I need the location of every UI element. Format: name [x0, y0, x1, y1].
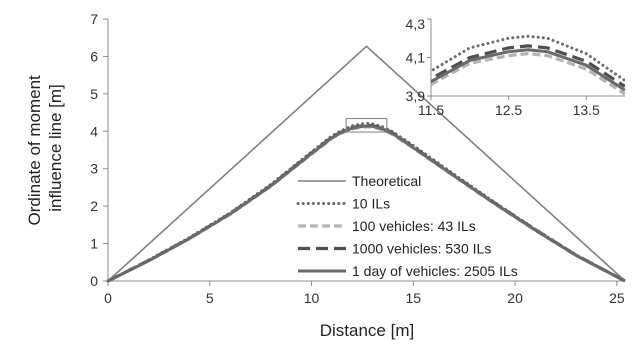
zoom-region-box [345, 118, 388, 133]
main-plot: 0 1 2 3 4 5 6 7 0 5 10 15 20 25 [90, 11, 627, 306]
inset-series-line-2 [431, 52, 625, 96]
y-tick-label: 0 [90, 273, 98, 289]
inset-y-tick-label: 4,1 [406, 50, 426, 66]
y-tick-label: 1 [90, 236, 98, 252]
x-tick-label: 10 [304, 290, 320, 306]
x-tick-label: 0 [104, 290, 112, 306]
y-tick-label: 7 [90, 11, 98, 27]
inset-series-line-3 [431, 44, 625, 88]
inset-plot: 3,9 4,1 4,3 11.5 12.5 13.5 [406, 16, 625, 118]
inset-series-group [431, 34, 625, 96]
inset-x-tick-label: 11.5 [418, 102, 444, 118]
y-tick-label: 5 [90, 86, 98, 102]
legend-entry-0: Theoretical [352, 173, 421, 189]
y-tick-label: 3 [90, 161, 98, 177]
legend-entry-1: 10 ILs [352, 196, 390, 212]
legend-entry-4: 1 day of vehicles: 2505 ILs [352, 263, 518, 279]
series-line-4 [107, 124, 626, 283]
inset-y-tick-label: 3,9 [406, 88, 426, 104]
y-tick-label: 6 [90, 48, 98, 64]
legend-entry-2: 100 vehicles: 43 ILs [352, 218, 476, 234]
y-tick-label: 4 [90, 123, 98, 139]
x-axis-label: Distance [m] [320, 321, 414, 340]
y-tick-label: 2 [90, 198, 98, 214]
y-axis-label-line-2: influence line [m] [46, 84, 65, 212]
series-line-0 [107, 45, 626, 282]
inset-y-tick-label: 4,3 [406, 16, 426, 32]
x-tick-label: 5 [206, 290, 214, 306]
inset-series-line-1 [431, 34, 625, 83]
x-tick-label: 25 [609, 290, 625, 306]
legend: Theoretical 10 ILs 100 vehicles: 43 ILs 100… [296, 173, 518, 279]
y-axis-label-line-1: Ordinate of moment [25, 75, 44, 226]
x-tick-label: 20 [507, 290, 523, 306]
inset-x-tick-label: 12.5 [495, 102, 522, 118]
inset-series-line-4 [431, 48, 625, 92]
y-axis-label: Ordinate of moment influence line [m] [25, 71, 65, 226]
legend-entry-3: 1000 vehicles: 530 ILs [352, 241, 491, 257]
inset-background [431, 19, 625, 96]
x-tick-label: 15 [406, 290, 422, 306]
inset-x-tick-label: 13.5 [573, 102, 600, 118]
